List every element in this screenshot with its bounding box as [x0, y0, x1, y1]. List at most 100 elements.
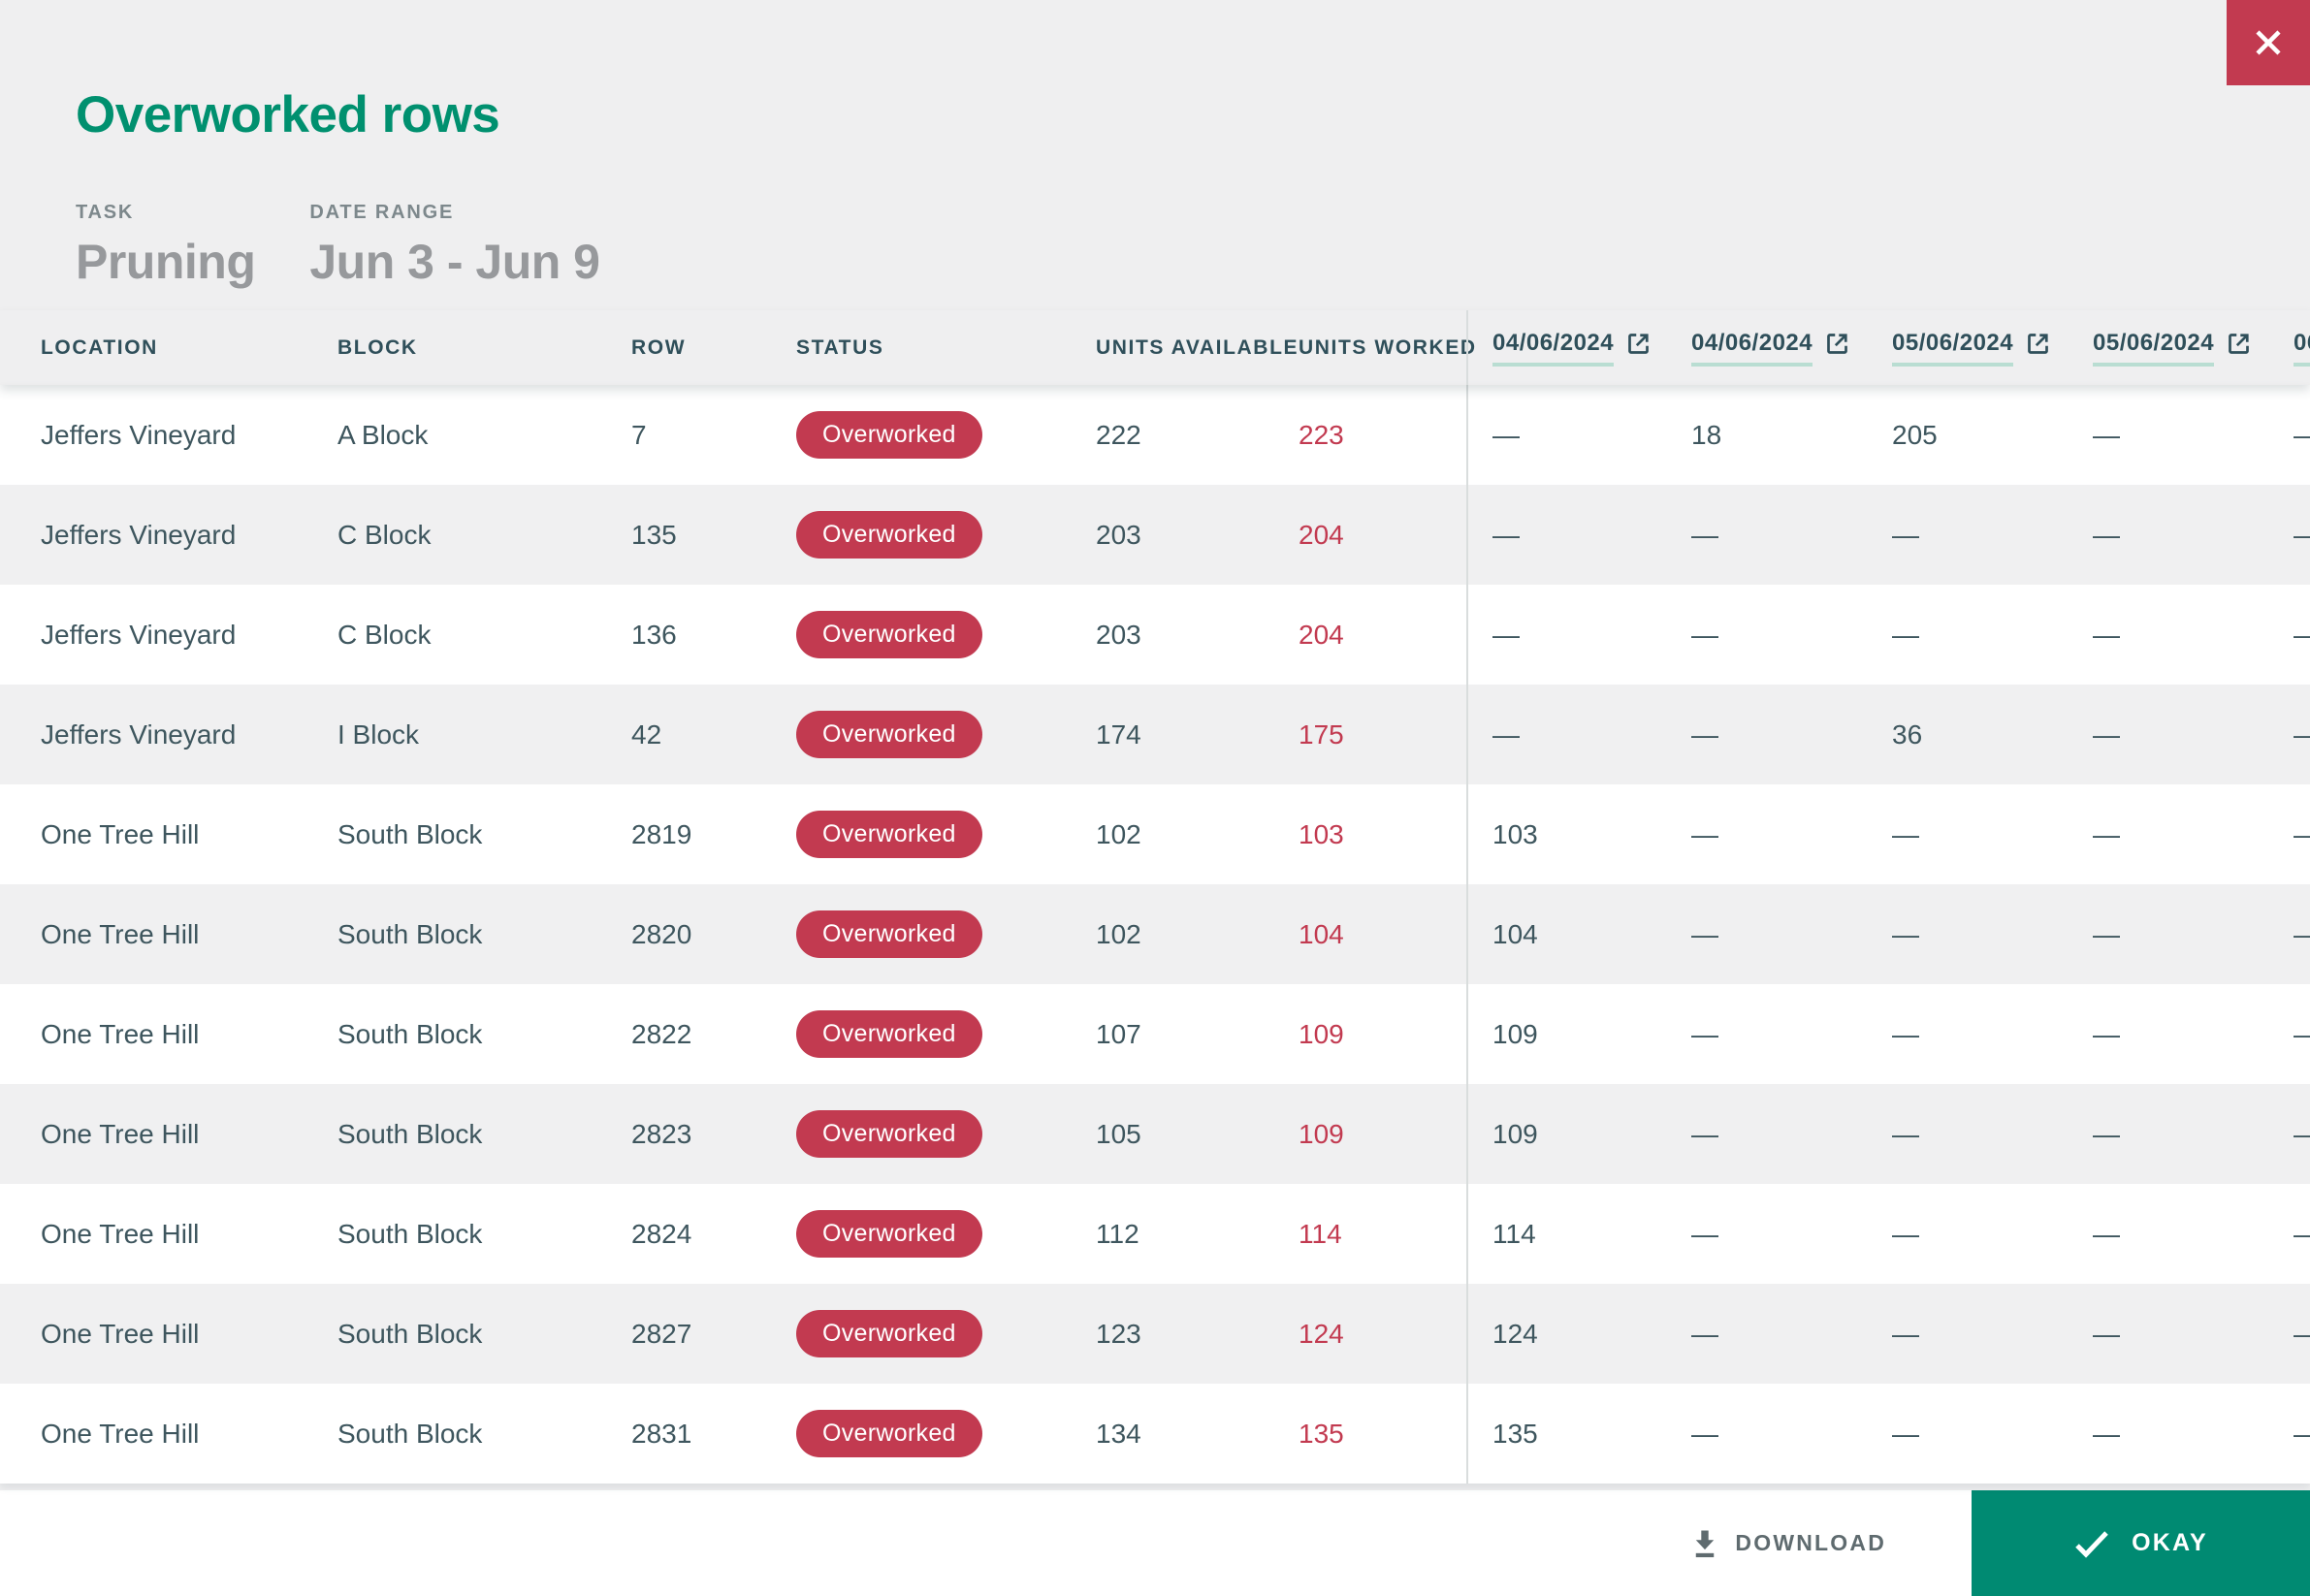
cell-date-1: —	[1466, 585, 1667, 685]
date-range-value: Jun 3 - Jun 9	[309, 235, 600, 289]
date-header-text: 06/06/2024	[2294, 330, 2310, 367]
cell-block: South Block	[337, 1118, 483, 1149]
cell-date-4: —	[2093, 1118, 2120, 1149]
cell-date-1: —	[1466, 685, 1667, 784]
cell-row: 2831	[631, 1418, 692, 1449]
cell-date-5: —	[2269, 1284, 2310, 1384]
cell-date-3: —	[1892, 1218, 1919, 1249]
table-row: One Tree Hill South Block 2823 Overworke…	[0, 1084, 2310, 1184]
cell-date-1: —	[1466, 485, 1667, 585]
status-badge: Overworked	[796, 511, 982, 559]
cell-date-5: —	[2269, 1184, 2310, 1284]
cell-status: Overworked	[793, 411, 1093, 459]
table-header-row: LOCATION BLOCK ROW STATUS UNITS AVAILABL…	[0, 310, 2310, 385]
cell-date-3: —	[1892, 918, 1919, 949]
cell-units-worked: 124	[1299, 1318, 1344, 1349]
cell-date-5: —	[2269, 784, 2310, 884]
column-header-date-5[interactable]: 06/06/2024	[2269, 310, 2310, 385]
cell-date-3: —	[1892, 1318, 1919, 1349]
cell-units-available: 102	[1096, 818, 1141, 849]
cell-date-3: —	[1892, 818, 1919, 849]
cell-date-4: —	[2093, 619, 2120, 650]
cell-block: South Block	[337, 818, 483, 849]
cell-status: Overworked	[793, 711, 1093, 758]
cell-status: Overworked	[793, 1410, 1093, 1457]
cell-location: Jeffers Vineyard	[41, 619, 237, 650]
cell-block: C Block	[337, 519, 432, 550]
status-badge: Overworked	[796, 1310, 982, 1357]
cell-date-3: —	[1892, 1118, 1919, 1149]
column-header-date-4[interactable]: 05/06/2024	[2069, 310, 2269, 385]
cell-date-2: —	[1691, 1318, 1718, 1349]
table-row: One Tree Hill South Block 2819 Overworke…	[0, 784, 2310, 884]
cell-location: Jeffers Vineyard	[41, 419, 237, 450]
external-link-icon	[1827, 334, 1847, 354]
cell-date-2: —	[1691, 519, 1718, 550]
cell-block: South Block	[337, 1018, 483, 1049]
table-row: One Tree Hill South Block 2822 Overworke…	[0, 984, 2310, 1084]
okay-button[interactable]: OKAY	[1972, 1490, 2310, 1596]
status-badge: Overworked	[796, 411, 982, 459]
cell-date-4: —	[2093, 1218, 2120, 1249]
cell-units-available: 102	[1096, 918, 1141, 949]
date-header-text: 04/06/2024	[1691, 330, 1813, 367]
column-header-date-3[interactable]: 05/06/2024	[1868, 310, 2069, 385]
cell-date-1: —	[1466, 385, 1667, 485]
cell-status: Overworked	[793, 511, 1093, 559]
cell-location: One Tree Hill	[41, 1418, 200, 1449]
cell-date-3: 205	[1892, 419, 1938, 450]
cell-date-1: 109	[1466, 984, 1667, 1084]
cell-date-5: —	[2269, 485, 2310, 585]
cell-date-1: 135	[1466, 1384, 1667, 1484]
cell-date-4: —	[2093, 718, 2120, 750]
cell-units-available: 222	[1096, 419, 1141, 450]
status-badge: Overworked	[796, 1110, 982, 1158]
close-button[interactable]	[2227, 0, 2310, 85]
cell-row: 42	[631, 718, 662, 750]
download-icon	[1696, 1529, 1715, 1557]
footer-bar: DOWNLOAD OKAY	[0, 1490, 2310, 1596]
cell-status: Overworked	[793, 1210, 1093, 1258]
table-row: Jeffers Vineyard I Block 42 Overworked 1…	[0, 685, 2310, 784]
cell-date-4: —	[2093, 519, 2120, 550]
cell-block: South Block	[337, 918, 483, 949]
cell-location: One Tree Hill	[41, 818, 200, 849]
cell-date-1: 103	[1466, 784, 1667, 884]
cell-location: One Tree Hill	[41, 1018, 200, 1049]
cell-date-3: —	[1892, 519, 1919, 550]
cell-date-2: —	[1691, 619, 1718, 650]
status-badge: Overworked	[796, 1410, 982, 1457]
cell-block: C Block	[337, 619, 432, 650]
cell-units-worked: 204	[1299, 619, 1344, 650]
cell-block: A Block	[337, 419, 429, 450]
cell-units-worked: 109	[1299, 1118, 1344, 1149]
download-button[interactable]: DOWNLOAD	[1690, 1528, 1886, 1559]
cell-units-worked: 175	[1299, 718, 1344, 750]
column-header-date-2[interactable]: 04/06/2024	[1667, 310, 1868, 385]
cell-units-available: 203	[1096, 519, 1141, 550]
cell-status: Overworked	[793, 611, 1093, 658]
cell-location: Jeffers Vineyard	[41, 519, 237, 550]
cell-block: I Block	[337, 718, 420, 750]
task-value: Pruning	[76, 235, 256, 289]
status-badge: Overworked	[796, 1010, 982, 1058]
cell-units-worked: 109	[1299, 1018, 1344, 1049]
column-header-row: ROW	[631, 335, 687, 359]
cell-date-2: —	[1691, 718, 1718, 750]
table-row: One Tree Hill South Block 2824 Overworke…	[0, 1184, 2310, 1284]
table-row: Jeffers Vineyard C Block 136 Overworked …	[0, 585, 2310, 685]
cell-date-2: —	[1691, 1018, 1718, 1049]
okay-label: OKAY	[2132, 1529, 2208, 1556]
cell-status: Overworked	[793, 1110, 1093, 1158]
date-header-text: 04/06/2024	[1492, 330, 1615, 367]
column-header-date-1[interactable]: 04/06/2024	[1466, 310, 1667, 385]
table-row: One Tree Hill South Block 2827 Overworke…	[0, 1284, 2310, 1384]
cell-units-worked: 104	[1299, 918, 1344, 949]
cell-block: South Block	[337, 1418, 483, 1449]
status-badge: Overworked	[796, 811, 982, 858]
cell-date-5: —	[2269, 1384, 2310, 1484]
cell-date-5: —	[2269, 1084, 2310, 1184]
cell-date-4: —	[2093, 419, 2120, 450]
cell-block: South Block	[337, 1318, 483, 1349]
